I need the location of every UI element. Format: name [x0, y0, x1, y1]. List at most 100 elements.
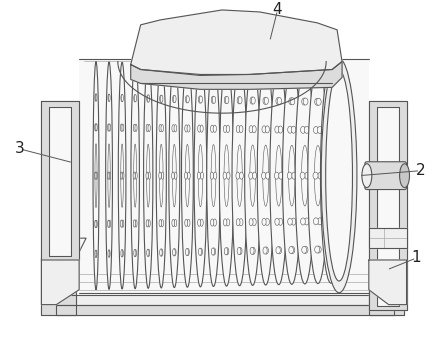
Ellipse shape — [148, 172, 151, 179]
Ellipse shape — [265, 218, 270, 226]
Ellipse shape — [93, 62, 99, 290]
Ellipse shape — [121, 94, 123, 102]
Polygon shape — [41, 258, 76, 315]
Ellipse shape — [95, 250, 97, 257]
FancyBboxPatch shape — [365, 162, 407, 190]
Ellipse shape — [133, 220, 135, 227]
Ellipse shape — [147, 249, 149, 256]
Ellipse shape — [304, 126, 309, 133]
Ellipse shape — [161, 172, 164, 179]
Ellipse shape — [277, 98, 281, 104]
Ellipse shape — [329, 99, 334, 106]
Ellipse shape — [326, 127, 332, 134]
Ellipse shape — [276, 247, 280, 254]
Ellipse shape — [186, 95, 188, 103]
Ellipse shape — [263, 97, 267, 104]
Polygon shape — [377, 107, 399, 306]
Ellipse shape — [313, 218, 318, 225]
Ellipse shape — [210, 172, 214, 179]
Ellipse shape — [282, 67, 301, 284]
Ellipse shape — [200, 219, 203, 226]
Ellipse shape — [289, 145, 295, 206]
Ellipse shape — [108, 94, 110, 101]
Text: 4: 4 — [273, 2, 282, 17]
Ellipse shape — [289, 246, 293, 254]
Ellipse shape — [135, 124, 137, 131]
Ellipse shape — [274, 172, 279, 179]
Ellipse shape — [122, 220, 124, 227]
Ellipse shape — [327, 146, 335, 206]
Ellipse shape — [96, 220, 97, 228]
Polygon shape — [369, 260, 407, 304]
Ellipse shape — [331, 172, 336, 179]
Ellipse shape — [213, 219, 217, 226]
Ellipse shape — [214, 172, 217, 179]
Ellipse shape — [252, 126, 256, 133]
Ellipse shape — [211, 145, 216, 207]
Ellipse shape — [224, 145, 229, 207]
Ellipse shape — [143, 63, 153, 288]
Ellipse shape — [253, 172, 257, 179]
Ellipse shape — [342, 246, 348, 253]
Polygon shape — [369, 258, 404, 315]
Text: 1: 1 — [412, 251, 421, 265]
Ellipse shape — [199, 96, 202, 103]
Ellipse shape — [305, 172, 309, 179]
Ellipse shape — [262, 218, 266, 226]
Ellipse shape — [121, 249, 123, 257]
Ellipse shape — [343, 218, 349, 225]
Ellipse shape — [278, 218, 283, 225]
Ellipse shape — [238, 97, 242, 104]
Ellipse shape — [212, 248, 216, 255]
Ellipse shape — [236, 172, 240, 179]
Ellipse shape — [313, 127, 318, 134]
Ellipse shape — [122, 249, 123, 257]
Ellipse shape — [239, 219, 243, 226]
Ellipse shape — [133, 124, 135, 131]
Ellipse shape — [343, 127, 349, 134]
Ellipse shape — [318, 172, 323, 179]
Ellipse shape — [302, 98, 306, 105]
Ellipse shape — [326, 172, 331, 179]
Ellipse shape — [106, 62, 112, 289]
Ellipse shape — [245, 66, 261, 285]
Ellipse shape — [109, 220, 111, 227]
Ellipse shape — [236, 126, 240, 133]
Ellipse shape — [159, 172, 161, 179]
Ellipse shape — [333, 69, 355, 283]
Ellipse shape — [161, 219, 163, 227]
Ellipse shape — [187, 219, 190, 227]
Ellipse shape — [258, 66, 274, 285]
Ellipse shape — [328, 99, 333, 106]
Polygon shape — [369, 101, 407, 310]
Ellipse shape — [340, 146, 348, 206]
Ellipse shape — [120, 172, 122, 179]
Ellipse shape — [194, 64, 207, 287]
Ellipse shape — [160, 95, 163, 102]
Ellipse shape — [250, 247, 254, 254]
Ellipse shape — [339, 218, 345, 225]
Ellipse shape — [275, 218, 279, 225]
Ellipse shape — [96, 124, 97, 131]
Ellipse shape — [266, 172, 270, 179]
Ellipse shape — [276, 98, 280, 104]
Ellipse shape — [303, 246, 308, 253]
Ellipse shape — [317, 127, 322, 134]
Ellipse shape — [321, 68, 341, 283]
Ellipse shape — [107, 172, 109, 179]
Ellipse shape — [237, 247, 241, 255]
Ellipse shape — [237, 97, 241, 104]
Ellipse shape — [147, 144, 150, 207]
Ellipse shape — [107, 220, 109, 227]
Ellipse shape — [339, 127, 345, 134]
Ellipse shape — [95, 172, 96, 179]
Ellipse shape — [173, 95, 175, 103]
Ellipse shape — [95, 124, 96, 131]
Ellipse shape — [238, 247, 242, 255]
Ellipse shape — [262, 126, 266, 133]
Ellipse shape — [121, 144, 123, 207]
Text: 2: 2 — [416, 163, 425, 178]
Ellipse shape — [146, 124, 148, 131]
Ellipse shape — [174, 125, 177, 132]
Ellipse shape — [236, 219, 240, 226]
